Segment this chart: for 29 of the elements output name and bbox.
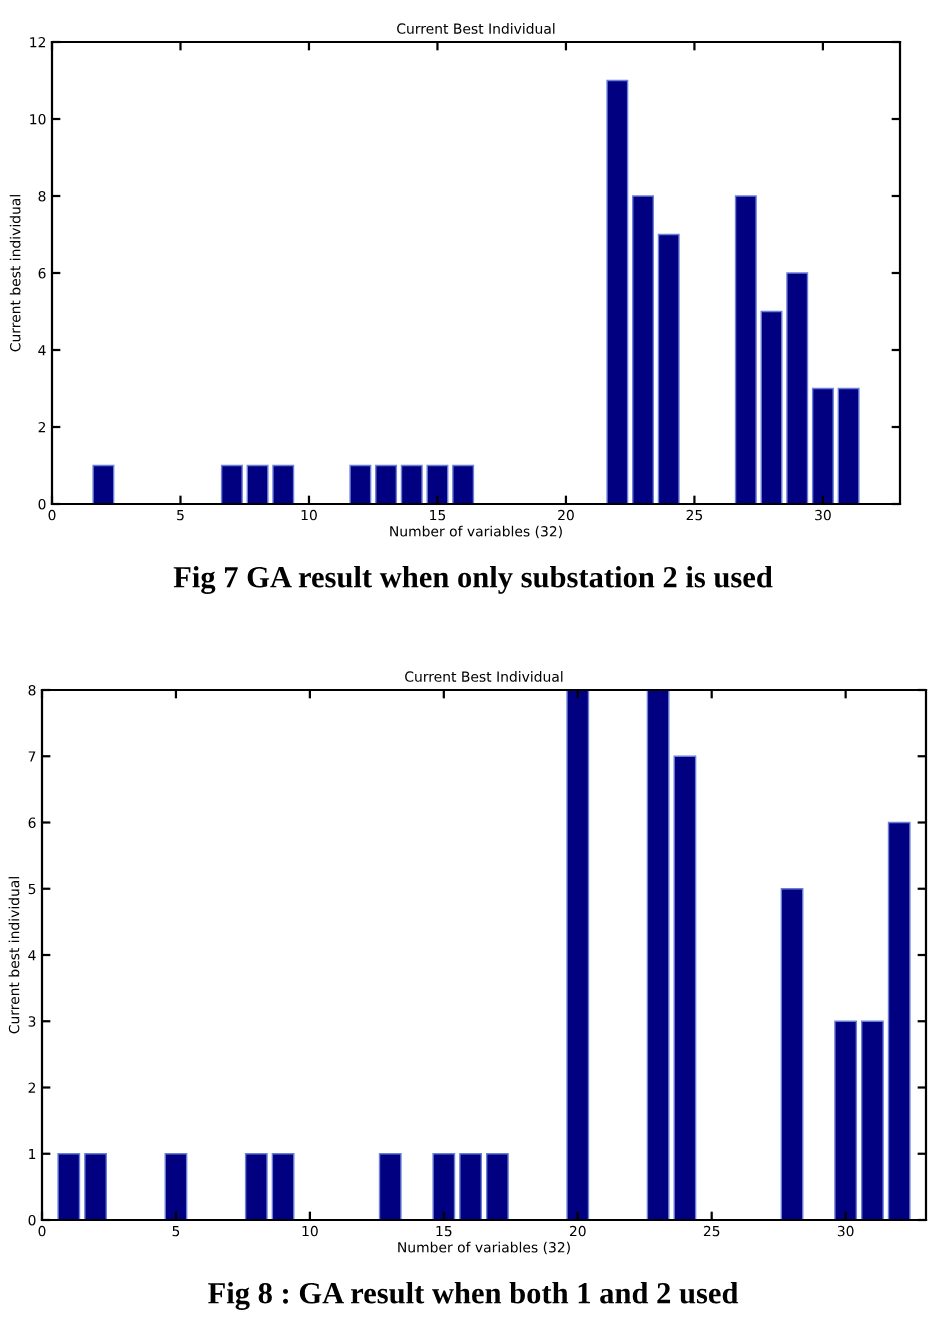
bar	[164, 1153, 188, 1220]
bar	[220, 464, 243, 504]
bar	[459, 1153, 483, 1220]
bar	[760, 310, 783, 504]
bar	[84, 1153, 107, 1220]
bar	[271, 1153, 295, 1220]
bar	[566, 690, 590, 1220]
bar	[811, 387, 834, 504]
bar	[657, 233, 680, 504]
caption: Fig 8 : GA result when both 1 and 2 used	[208, 1282, 739, 1310]
bar	[632, 195, 655, 504]
bar	[734, 195, 757, 504]
bar	[92, 464, 115, 504]
bar	[244, 1153, 268, 1220]
bar	[606, 79, 629, 504]
caption: Fig 7 GA result when only substation 2 is used	[173, 566, 773, 594]
bar	[887, 821, 911, 1220]
bar	[452, 464, 475, 504]
bar	[837, 387, 860, 504]
bar	[786, 272, 809, 504]
bar	[57, 1153, 81, 1220]
bar	[861, 1020, 884, 1220]
bar	[780, 888, 804, 1220]
bar	[485, 1153, 509, 1220]
bar	[349, 464, 372, 504]
bar	[375, 464, 398, 504]
bar	[432, 1153, 456, 1220]
bar	[378, 1153, 402, 1220]
bar	[834, 1020, 858, 1220]
